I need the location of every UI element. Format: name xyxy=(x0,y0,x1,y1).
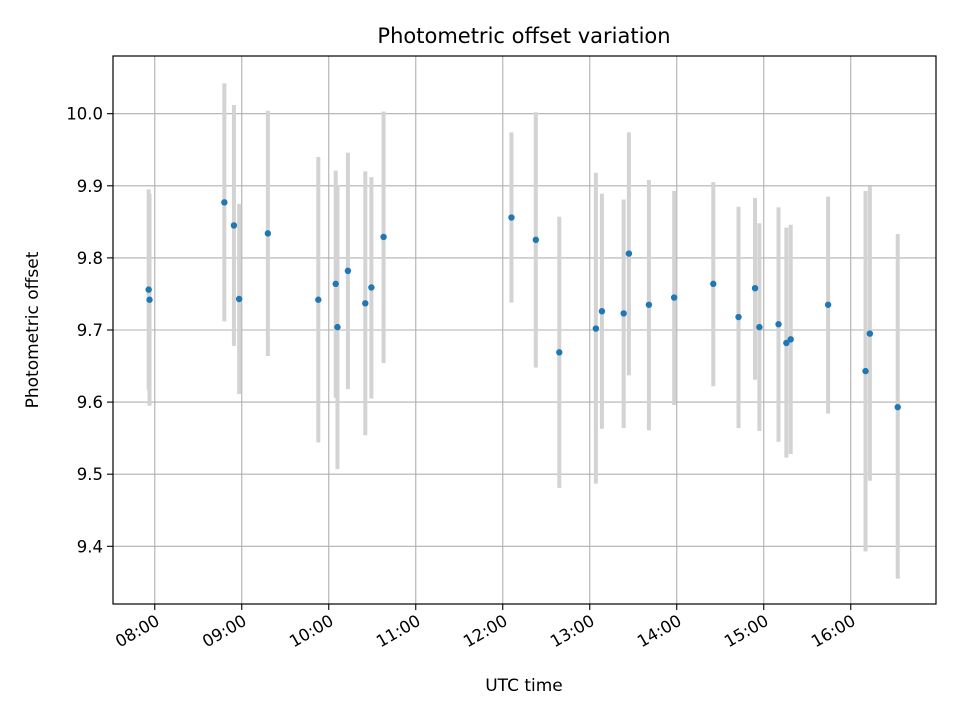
data-point xyxy=(315,296,322,303)
grid xyxy=(113,56,936,604)
data-point xyxy=(235,295,243,303)
y-axis-ticks: 9.4 9.5 9.6 9.7 9.8 9.9 10.0 xyxy=(66,105,113,556)
data-point xyxy=(146,296,153,303)
data-point xyxy=(625,250,633,257)
data-point xyxy=(756,323,763,331)
data-point xyxy=(787,336,794,343)
data-point xyxy=(145,286,152,293)
data-point xyxy=(670,294,678,301)
data-point xyxy=(332,280,339,288)
data-point xyxy=(592,325,600,332)
y-tick-label: 10.0 xyxy=(66,105,103,124)
data-point xyxy=(620,310,627,317)
data-point xyxy=(344,267,352,275)
y-tick-label: 9.9 xyxy=(77,177,103,196)
data-point xyxy=(645,301,653,308)
data-point xyxy=(894,403,901,411)
data-point xyxy=(824,301,832,308)
data-point xyxy=(751,284,759,292)
data-point xyxy=(862,367,869,375)
data-point xyxy=(230,222,238,229)
data-point xyxy=(221,199,228,206)
data-point xyxy=(380,233,387,241)
data-point xyxy=(710,280,717,288)
x-axis-label: UTC time xyxy=(485,676,563,696)
data-point xyxy=(866,330,874,337)
data-point xyxy=(735,313,742,321)
y-tick-label: 9.5 xyxy=(77,465,103,484)
data-point xyxy=(264,230,272,237)
data-point xyxy=(775,321,782,328)
data-point xyxy=(556,349,563,356)
data-point xyxy=(532,236,540,244)
data-point xyxy=(362,300,369,307)
data-point xyxy=(334,323,341,331)
y-tick-label: 9.6 xyxy=(77,393,103,412)
y-tick-label: 9.8 xyxy=(77,249,103,268)
y-tick-label: 9.4 xyxy=(77,537,103,556)
y-axis-label: Photometric offset xyxy=(23,251,43,408)
data-point xyxy=(368,284,375,291)
data-points xyxy=(145,199,901,411)
data-point xyxy=(783,339,790,347)
chart-title: Photometric offset variation xyxy=(377,24,670,48)
data-point xyxy=(508,214,515,221)
data-point xyxy=(598,308,606,315)
y-tick-label: 9.7 xyxy=(77,321,103,340)
